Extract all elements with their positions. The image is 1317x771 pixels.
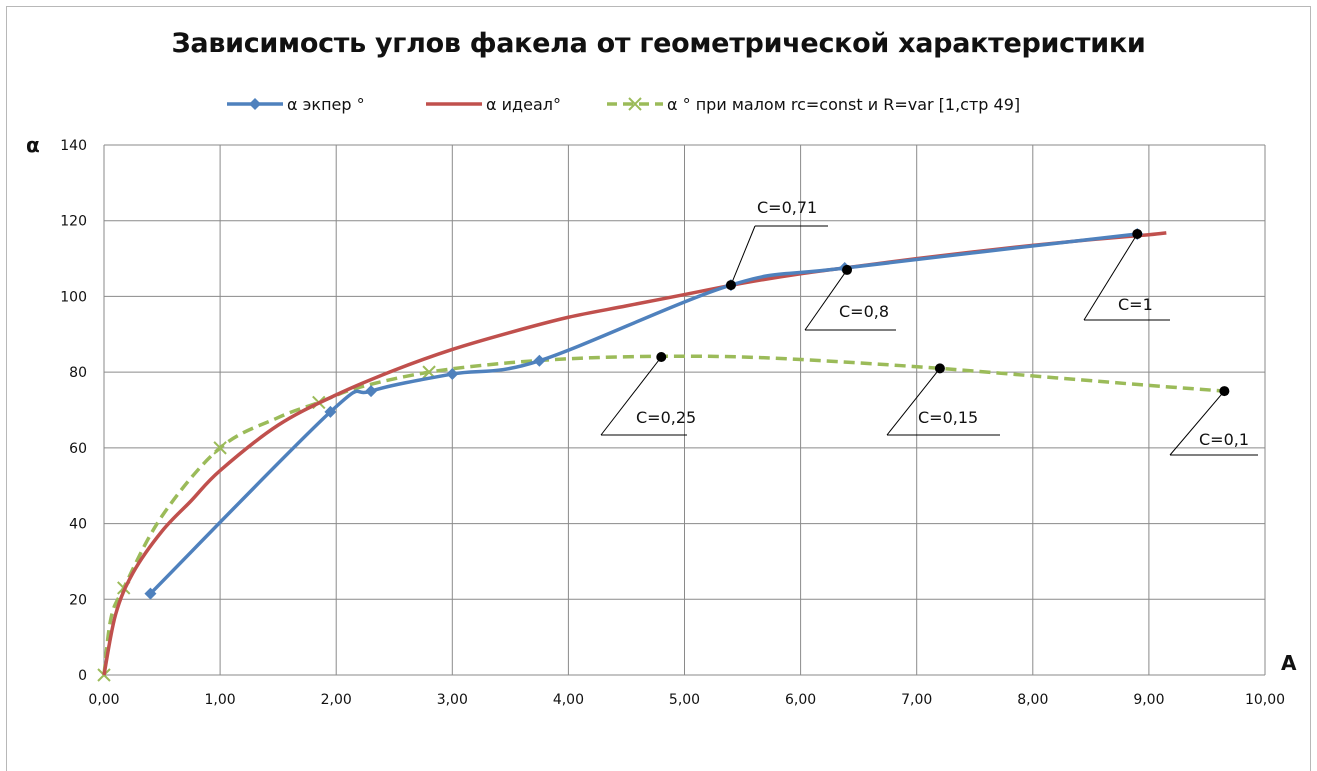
- annotation-point: [1219, 386, 1230, 397]
- annotation-point: [725, 280, 736, 291]
- y-tick-label: 140: [60, 138, 87, 154]
- tick-labels: 0,00 1,00 2,00 3,00 4,00 5,00 6,00 7,00 8,00 9,00…: [60, 138, 1285, 708]
- x-tick-label: 8,00: [1017, 692, 1048, 708]
- y-tick-label: 100: [60, 289, 87, 305]
- annotation-label: C=0,8: [839, 302, 889, 321]
- data-point-marker: [144, 587, 157, 600]
- data-point-marker: [446, 368, 459, 381]
- annotation-leader: [1083, 233, 1138, 321]
- annotation-label: C=1: [1118, 295, 1153, 314]
- data-point-marker: [324, 405, 337, 418]
- annotation-leader: [804, 269, 848, 331]
- legend-marker: [628, 97, 642, 111]
- series-line-2: [102, 354, 1225, 676]
- y-tick-label: 0: [78, 668, 87, 684]
- annotation-point: [842, 264, 853, 275]
- annotation-leader: [1169, 390, 1225, 456]
- x-tick-label: 10,00: [1245, 692, 1285, 708]
- series-line-1: [102, 231, 1167, 676]
- legend-label-2: α ° при малом rc=const и R=var [1,стр 49…: [667, 95, 1020, 114]
- y-tick-label: 120: [60, 214, 87, 230]
- annotation-label: C=0,71: [757, 198, 817, 217]
- x-tick-label: 9,00: [1133, 692, 1164, 708]
- x-tick-label: 6,00: [785, 692, 816, 708]
- x-tick-label: 5,00: [669, 692, 700, 708]
- annotation-point: [934, 363, 945, 374]
- data-point-marker: [365, 385, 378, 398]
- data-point-marker: [533, 354, 546, 367]
- annotation-leader: [730, 225, 756, 286]
- annotation-leader: [600, 356, 662, 436]
- x-tick-label: 0,00: [88, 692, 119, 708]
- annotation-label: C=0,1: [1199, 430, 1249, 449]
- y-tick-label: 20: [69, 592, 87, 608]
- x-tick-label: 7,00: [901, 692, 932, 708]
- y-axis-label: α: [26, 133, 40, 157]
- x-tick-label: 4,00: [553, 692, 584, 708]
- chart-title: Зависимость углов факела от геометрическ…: [171, 28, 1146, 59]
- annotation-label: C=0,25: [636, 408, 696, 427]
- grid: [103, 144, 1266, 676]
- chart-area: [6, 6, 1311, 771]
- legend-marker: [249, 98, 261, 110]
- legend-label-1: α идеал°: [486, 95, 561, 114]
- legend: α экпер ° α идеал° α ° при малом rc=const …: [227, 95, 1020, 114]
- annotations: C=0,71 C=0,8 C=1 C=0,25 C=0,15 C=0,1: [600, 198, 1258, 456]
- annotation-point: [656, 352, 667, 362]
- x-tick-label: 3,00: [437, 692, 468, 708]
- annotation-label: C=0,15: [918, 408, 978, 427]
- x-tick-label: 1,00: [205, 692, 236, 708]
- x-tick-label: 2,00: [321, 692, 352, 708]
- x-axis-label: A: [1281, 651, 1297, 675]
- y-tick-label: 60: [69, 441, 87, 457]
- plot-series: [97, 227, 1225, 682]
- annotation-leader: [886, 368, 941, 436]
- legend-label-0: α экпер °: [287, 95, 365, 114]
- annotation-point: [1132, 228, 1143, 239]
- y-tick-label: 80: [69, 365, 87, 381]
- y-tick-label: 40: [69, 517, 87, 533]
- data-point-marker: [213, 441, 227, 455]
